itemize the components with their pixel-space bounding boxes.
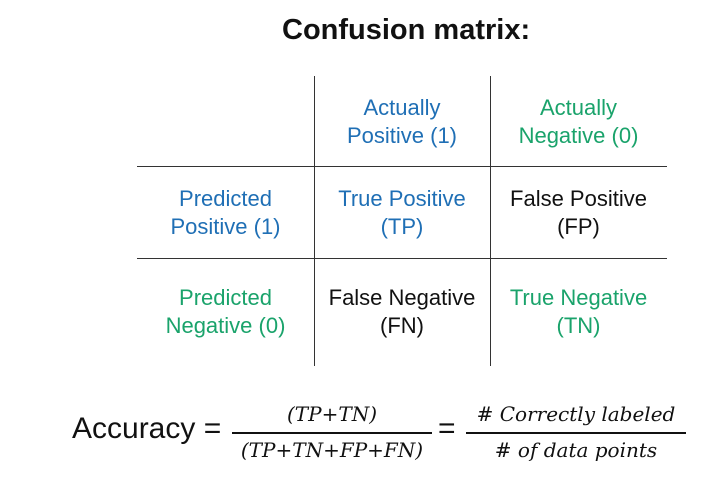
column-header-actually-positive: Actually Positive (1)	[314, 94, 490, 150]
fraction2-numerator: # Correctly labeled	[476, 402, 676, 426]
horizontal-divider-top	[137, 166, 667, 167]
fraction1-numerator: (TP+TN)	[287, 402, 377, 426]
cell-false-negative: False Negative (FN)	[314, 284, 490, 340]
fraction2-denominator: # of data points	[494, 438, 658, 462]
accuracy-label: Accuracy =	[72, 412, 222, 445]
column-header-line2: Negative (0)	[518, 123, 639, 148]
row-header-line2: Negative (0)	[165, 313, 286, 338]
row-header-predicted-positive: Predicted Positive (1)	[137, 185, 314, 241]
vertical-divider-right	[490, 76, 491, 366]
column-header-actually-negative: Actually Negative (0)	[490, 94, 667, 150]
column-header-line1: Actually	[539, 95, 618, 120]
cell-line1: False Negative	[328, 285, 476, 310]
horizontal-divider-bottom	[137, 258, 667, 259]
equals-sign: =	[438, 412, 456, 445]
row-header-line1: Predicted	[179, 285, 272, 310]
row-header-predicted-negative: Predicted Negative (0)	[137, 284, 314, 340]
column-header-line1: Actually	[363, 95, 441, 120]
fraction1-bar	[232, 432, 432, 434]
cell-line2: (FP)	[557, 214, 600, 239]
cell-true-negative: True Negative (TN)	[490, 284, 667, 340]
cell-line1: True Positive	[338, 186, 466, 211]
cell-line2: (TP)	[380, 214, 424, 239]
vertical-divider-left	[314, 76, 315, 366]
row-header-line2: Positive (1)	[170, 214, 281, 239]
cell-line1: True Negative	[509, 285, 648, 310]
cell-line1: False Positive	[510, 186, 647, 211]
fraction2-bar	[466, 432, 686, 434]
cell-false-positive: False Positive (FP)	[490, 185, 667, 241]
column-header-line2: Positive (1)	[346, 123, 458, 148]
page-title: Confusion matrix:	[282, 14, 531, 46]
cell-line2: (TN)	[556, 313, 601, 338]
cell-true-positive: True Positive (TP)	[314, 185, 490, 241]
cell-line2: (FN)	[380, 313, 424, 338]
row-header-line1: Predicted	[179, 186, 272, 211]
fraction1-denominator: (TP+TN+FP+FN)	[240, 438, 424, 462]
